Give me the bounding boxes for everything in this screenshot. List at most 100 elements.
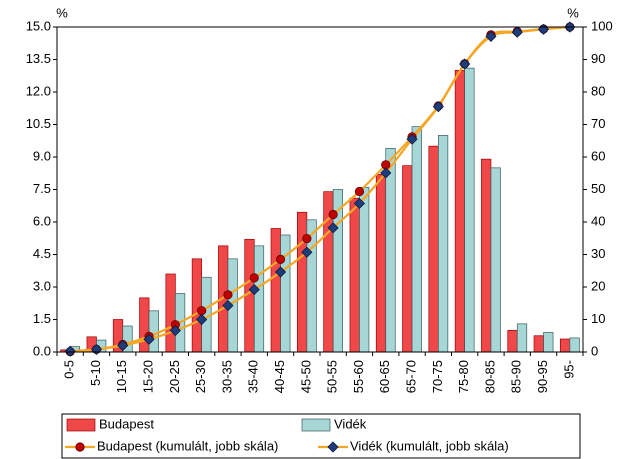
y-tick-label: 13.5 bbox=[26, 51, 51, 66]
bar bbox=[533, 335, 544, 353]
bar bbox=[349, 197, 360, 353]
bar bbox=[559, 338, 571, 353]
x-tick-label: 30-35 bbox=[219, 360, 234, 393]
line-marker bbox=[197, 306, 207, 316]
bar bbox=[385, 147, 396, 353]
line-marker bbox=[511, 26, 523, 38]
line-marker bbox=[301, 246, 313, 258]
line-marker bbox=[432, 101, 444, 113]
legend-label: Budapest (kumulált, jobb skála) bbox=[97, 438, 278, 453]
line-marker bbox=[248, 284, 260, 296]
line-marker bbox=[222, 299, 234, 312]
x-tick-label: 0-5 bbox=[62, 360, 77, 379]
bar bbox=[148, 310, 159, 353]
bar bbox=[165, 273, 176, 353]
y-tick-label: 10.5 bbox=[26, 116, 51, 131]
x-tick-label: 35-40 bbox=[246, 360, 261, 393]
bar bbox=[481, 158, 492, 353]
line-marker bbox=[249, 273, 259, 283]
line-marker bbox=[64, 345, 76, 357]
bar bbox=[375, 173, 387, 353]
bar bbox=[297, 211, 308, 353]
bar bbox=[402, 165, 413, 353]
line-marker bbox=[406, 133, 418, 145]
bar bbox=[490, 167, 501, 353]
bar bbox=[438, 134, 449, 353]
y2-tick-label: 0 bbox=[591, 343, 598, 358]
line-marker bbox=[537, 23, 550, 35]
legend-label: Vidék (kumulált, jobb skála) bbox=[350, 438, 509, 453]
bar bbox=[507, 329, 518, 353]
y-tick-label: 1.5 bbox=[33, 311, 51, 326]
y2-tick-label: 50 bbox=[591, 181, 605, 196]
y-tick-label: 0.0 bbox=[33, 343, 51, 358]
y2-tick-label: 100 bbox=[591, 18, 613, 33]
y2-unit: % bbox=[567, 5, 579, 20]
y2-tick-label: 60 bbox=[591, 148, 605, 163]
x-tick-label: 70-75 bbox=[430, 360, 445, 393]
x-tick-label: 25-30 bbox=[193, 360, 208, 393]
legend-marker bbox=[75, 442, 85, 452]
legend-swatch bbox=[66, 418, 96, 432]
legend-swatch bbox=[301, 418, 331, 432]
bar bbox=[516, 323, 528, 353]
y-tick-label: 15.0 bbox=[26, 18, 51, 33]
y-tick-label: 3.0 bbox=[33, 278, 51, 293]
line-marker bbox=[274, 266, 287, 278]
y2-tick-label: 80 bbox=[591, 83, 605, 98]
line-marker bbox=[459, 58, 471, 70]
legend-label: Budapest bbox=[99, 416, 154, 431]
x-tick-label: 5-10 bbox=[88, 360, 103, 386]
y-tick-label: 12.0 bbox=[26, 83, 51, 98]
x-tick-label: 10-15 bbox=[114, 360, 129, 393]
x-tick-label: 90-95 bbox=[535, 360, 550, 393]
bar bbox=[543, 332, 554, 353]
legend-label: Vidék bbox=[334, 416, 367, 431]
y-tick-label: 4.5 bbox=[33, 246, 51, 261]
bar bbox=[191, 258, 202, 353]
y2-tick-label: 70 bbox=[591, 116, 605, 131]
line-marker bbox=[485, 30, 497, 42]
bar bbox=[359, 186, 370, 353]
bar bbox=[569, 337, 580, 353]
x-tick-label: 55-60 bbox=[351, 360, 366, 393]
x-tick-label: 80-85 bbox=[482, 360, 497, 393]
line-marker bbox=[380, 167, 392, 179]
line-marker bbox=[169, 324, 181, 337]
line-marker bbox=[354, 186, 365, 197]
y2-tick-label: 10 bbox=[591, 311, 605, 326]
y2-tick-label: 40 bbox=[591, 213, 605, 228]
y2-tick-label: 30 bbox=[591, 246, 605, 261]
x-tick-label: 75-80 bbox=[456, 360, 471, 393]
line-marker bbox=[328, 209, 338, 220]
bar bbox=[270, 228, 281, 353]
y-unit: % bbox=[56, 5, 68, 20]
bar bbox=[139, 297, 150, 353]
line-marker bbox=[302, 233, 312, 244]
x-tick-label: 85-90 bbox=[509, 360, 524, 393]
line-marker bbox=[223, 290, 233, 300]
y-tick-label: 6.0 bbox=[33, 213, 51, 228]
x-tick-label: 60-65 bbox=[377, 360, 392, 393]
y-tick-label: 9.0 bbox=[33, 148, 51, 163]
x-tick-label: 65-70 bbox=[403, 360, 418, 393]
x-tick-label: 45-50 bbox=[298, 360, 313, 393]
line-marker bbox=[275, 254, 286, 264]
legend-box bbox=[61, 413, 581, 459]
bar bbox=[253, 245, 265, 353]
x-tick-label: 95- bbox=[561, 360, 576, 379]
y2-tick-label: 90 bbox=[591, 51, 605, 66]
line-marker bbox=[327, 222, 339, 234]
x-tick-label: 40-45 bbox=[272, 360, 287, 393]
line-marker bbox=[143, 333, 155, 345]
x-tick-label: 15-20 bbox=[140, 360, 155, 393]
bar bbox=[454, 69, 465, 353]
line-marker bbox=[117, 339, 129, 352]
line-marker bbox=[196, 313, 208, 326]
y-tick-label: 7.5 bbox=[33, 181, 51, 196]
line-marker bbox=[353, 197, 366, 210]
y2-tick-label: 20 bbox=[591, 278, 605, 293]
legend-marker bbox=[327, 441, 339, 453]
bar bbox=[411, 126, 422, 353]
bar bbox=[428, 145, 439, 353]
